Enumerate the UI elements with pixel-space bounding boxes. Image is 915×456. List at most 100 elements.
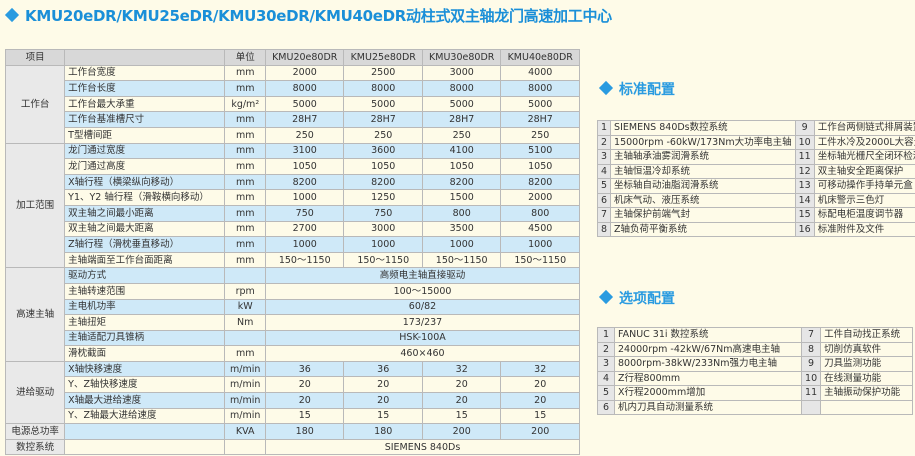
shared-value-cell: HSK-100A (265, 329, 580, 347)
standard-config-heading: 标准配置 (598, 79, 675, 99)
value-cell: 1500 (421, 189, 502, 206)
diamond-bullet-icon (598, 80, 614, 96)
table-row: 工作台最大承重 kg/m² 5000 5000 5000 5000 (6, 95, 580, 113)
item-label: Y、Z轴最大进给速度 (64, 407, 226, 425)
standard-config-table: 1 SIEMENS 840Ds数控系统 9 工作台两侧链式排屑装置 2 15000rpm … (596, 120, 915, 237)
value-cell: 3100 (264, 142, 345, 160)
shared-value-cell: SIEMENS 840Ds (265, 438, 580, 456)
item-number: 9 (801, 356, 822, 372)
item-number: 7 (596, 207, 612, 223)
config-item: 8000rpm-38kW/233Nm强力电主轴 (613, 356, 803, 372)
value-cell: 28H7 (343, 111, 423, 128)
item-label: Z轴行程（滑枕垂直移动） (64, 236, 226, 253)
config-item: FANUC 31i 数控系统 (613, 327, 803, 343)
config-row: 8 Z轴负荷平衡系统 16 标准附件及文件 (596, 221, 915, 237)
config-item (820, 399, 913, 415)
value-cell: 1050 (421, 158, 502, 175)
table-row: 主电机功率 kW 60/82 (6, 298, 580, 316)
unit-cell: m/min (224, 376, 266, 394)
config-row: 1 SIEMENS 840Ds数控系统 9 工作台两侧链式排屑装置 (596, 120, 915, 136)
value-cell: 5000 (421, 95, 502, 113)
item-label: 主轴扭矩 (64, 314, 226, 331)
unit-cell: mm (224, 142, 266, 160)
config-item: 24000rpm -42kW/67Nm高速电主轴 (613, 341, 803, 357)
value-cell: 20 (421, 392, 502, 409)
unit-cell: rpm (224, 282, 266, 300)
value-cell: 1050 (500, 158, 580, 175)
config-item: 切削仿真软件 (820, 341, 913, 357)
item-label: 主电机功率 (64, 298, 226, 316)
value-cell: 1250 (343, 189, 423, 206)
value-cell: 20 (500, 376, 580, 394)
value-cell: 20 (500, 392, 580, 409)
shared-value-cell: 60/82 (265, 298, 580, 316)
unit-cell: kg/m² (224, 95, 266, 113)
config-item: 标配电柜温度调节器 (813, 207, 915, 223)
config-item: 双主轴安全距离保护 (813, 163, 915, 179)
config-item: Z行程800mm (613, 370, 803, 386)
item-label: 双主轴之间最小距离 (64, 204, 226, 222)
item-label: 工作台宽度 (64, 64, 226, 82)
unit-cell: mm (224, 126, 266, 144)
value-cell: 32 (500, 360, 580, 378)
unit-cell: mm (224, 204, 266, 222)
item-number: 10 (801, 370, 822, 386)
value-cell: 800 (500, 204, 580, 222)
value-cell: 2000 (264, 64, 345, 82)
value-cell: 20 (343, 376, 423, 394)
item-number: 7 (801, 327, 822, 343)
item-label: 主轴端面至工作台面距离 (64, 251, 226, 269)
config-row: 2 24000rpm -42kW/67Nm高速电主轴 8 切削仿真软件 (597, 341, 913, 357)
unit-cell: mm (224, 111, 266, 128)
item-number: 3 (596, 149, 612, 165)
config-item: 刀具监测功能 (820, 356, 913, 372)
value-cell: 8000 (500, 80, 580, 97)
value-cell: 150～1150 (264, 251, 345, 269)
value-cell: 8000 (421, 80, 502, 97)
column-header: KMU25e80DR (343, 49, 423, 66)
value-cell: 15 (343, 407, 423, 425)
config-item: 主轴轴承油雾润滑系统 (610, 149, 796, 165)
optional-config-table: 1 FANUC 31i 数控系统 7 工件自动找正系统 2 24000rpm -42kW/… (597, 327, 913, 415)
value-cell: 15 (264, 407, 345, 425)
config-row: 6 机内刀具自动测量系统 (597, 399, 913, 415)
item-number: 15 (794, 207, 815, 223)
unit-cell: m/min (224, 407, 266, 425)
unit-cell: mm (224, 345, 266, 362)
value-cell: 250 (500, 126, 580, 144)
value-cell: 2700 (264, 220, 345, 238)
column-header: KMU40e80DR (500, 49, 580, 66)
table-row: T型槽间距 mm 250 250 250 250 (6, 126, 580, 144)
item-label: X轴行程（横梁纵向移动） (64, 173, 226, 191)
config-row: 5 坐标轴自动油脂润滑系统 13 可移动操作手持单元盒 (596, 178, 915, 194)
value-cell: 180 (343, 423, 423, 440)
value-cell: 36 (343, 360, 423, 378)
config-item: 可移动操作手持单元盒 (813, 178, 915, 194)
value-cell: 20 (264, 392, 345, 409)
unit-cell (224, 438, 266, 456)
config-item: 在线测量功能 (820, 370, 913, 386)
item-number: 12 (794, 163, 815, 179)
item-number: 9 (794, 120, 815, 136)
column-header (64, 49, 226, 66)
item-number: 3 (597, 356, 615, 372)
unit-cell: KVA (224, 423, 266, 440)
value-cell: 5000 (500, 95, 580, 113)
value-cell: 2500 (343, 64, 423, 82)
value-cell: 3600 (343, 142, 423, 160)
item-number: 11 (801, 385, 822, 401)
value-cell: 36 (264, 360, 345, 378)
config-row: 1 FANUC 31i 数控系统 7 工件自动找正系统 (597, 327, 913, 343)
item-label: X轴最大进给速度 (64, 392, 226, 409)
config-item: 标准附件及文件 (813, 221, 915, 237)
item-label: 工作台长度 (64, 80, 226, 97)
table-row: 主轴扭矩 Nm 173/237 (6, 314, 580, 331)
table-row: 高速主轴 驱动方式 高频电主轴直接驱动 (4, 267, 580, 362)
group-label: 进给驱动 (4, 360, 66, 425)
value-cell: 200 (500, 423, 580, 440)
table-row: X轴最大进给速度 m/min 20 20 20 20 (6, 392, 580, 409)
value-cell: 5000 (343, 95, 423, 113)
value-cell: 3000 (421, 64, 502, 82)
value-cell: 2000 (500, 189, 580, 206)
table-row: Y、Z轴快移速度 m/min 20 20 20 20 (6, 376, 580, 394)
